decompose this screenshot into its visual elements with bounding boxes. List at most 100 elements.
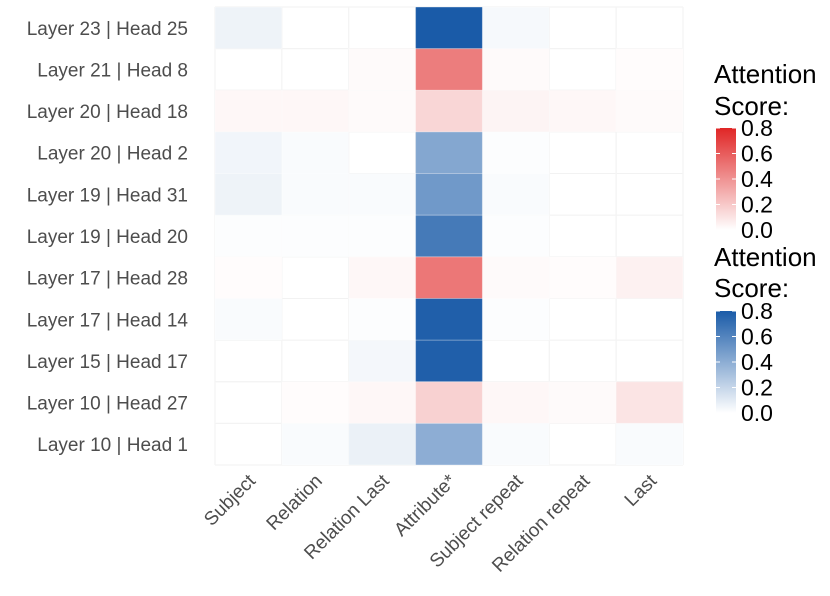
heatmap-cell xyxy=(616,174,683,216)
heatmap-cell xyxy=(616,298,683,340)
heatmap-cell xyxy=(616,132,683,174)
legend-red-title-line2: Score: xyxy=(714,91,789,121)
heatmap-cell xyxy=(549,298,616,340)
heatmap-cell xyxy=(281,381,349,424)
heatmap-cell xyxy=(549,340,616,382)
legend-red-colorbar xyxy=(716,128,736,230)
heatmap-cell xyxy=(415,48,483,91)
legend-red-title-line1: Attention xyxy=(714,59,817,89)
heatmap-cells xyxy=(214,6,684,466)
heatmap-cell xyxy=(215,131,282,174)
heatmap-cell xyxy=(482,173,550,216)
legend-red: Attention Score: 0.80.60.40.20.0 xyxy=(714,59,817,243)
heatmap-cell xyxy=(215,382,282,424)
heatmap-cell xyxy=(482,256,550,299)
legend-tick-label: 0.6 xyxy=(741,141,773,167)
legend-tick-label: 0.4 xyxy=(741,166,773,192)
heatmap-cell xyxy=(616,423,683,465)
heatmap-cell xyxy=(415,131,483,174)
legend-blue-title-line1: Attention xyxy=(714,242,817,272)
legend-blue: Attention Score: 0.80.60.40.20.0 xyxy=(714,242,817,426)
heatmap-cell xyxy=(482,215,550,257)
heatmap-cell xyxy=(549,215,616,257)
legend-blue-colorbar xyxy=(716,311,736,413)
heatmap-cell xyxy=(215,256,282,299)
heatmap-cell xyxy=(415,256,483,299)
heatmap-cell xyxy=(415,173,483,216)
legend-tick-label: 0.4 xyxy=(741,349,773,375)
column-label: Relation xyxy=(263,471,327,535)
row-label: Layer 20 | Head 18 xyxy=(27,102,188,123)
heatmap-cell xyxy=(616,381,683,424)
heatmap-cell xyxy=(616,340,683,382)
heatmap-cell xyxy=(415,340,483,382)
heatmap-cell xyxy=(549,132,616,174)
heatmap-cell xyxy=(415,381,483,424)
legend-tick-label: 0.0 xyxy=(741,217,773,243)
heatmap-cell xyxy=(348,340,416,382)
heatmap-cell xyxy=(348,423,416,465)
heatmap-cell xyxy=(482,48,550,91)
row-label: Layer 19 | Head 20 xyxy=(27,227,188,248)
row-label: Layer 17 | Head 14 xyxy=(27,310,189,331)
heatmap-cell xyxy=(549,90,617,132)
row-labels: Layer 23 | Head 25 Layer 21 | Head 8 Layer… xyxy=(27,19,189,456)
heatmap-cell xyxy=(482,7,550,49)
heatmap-cell xyxy=(482,298,550,341)
legend-tick-label: 0.2 xyxy=(741,375,773,401)
heatmap-cell xyxy=(282,49,349,91)
heatmap-cell xyxy=(616,7,683,49)
heatmap-cell xyxy=(215,298,282,341)
heatmap-cell xyxy=(282,7,349,49)
heatmap-cell xyxy=(549,174,616,216)
heatmap-cell xyxy=(415,215,483,257)
heatmap-cell xyxy=(215,49,282,91)
heatmap-cell xyxy=(549,423,616,465)
legend-tick-label: 0.0 xyxy=(741,400,773,426)
legend-tick-label: 0.8 xyxy=(741,115,773,141)
heatmap-cell xyxy=(281,215,349,257)
heatmap-cell xyxy=(482,340,549,382)
column-label: Attribute* xyxy=(390,470,461,541)
heatmap-cell xyxy=(616,48,683,91)
heatmap-cell xyxy=(215,215,282,257)
row-label: Layer 10 | Head 1 xyxy=(37,435,188,456)
heatmap-cell xyxy=(281,173,349,216)
heatmap-cell xyxy=(482,381,550,424)
legend-tick-label: 0.2 xyxy=(741,192,773,218)
heatmap-cell xyxy=(215,7,282,49)
heatmap-cell xyxy=(348,298,416,341)
heatmap-cell xyxy=(281,90,349,132)
heatmap-cell xyxy=(549,49,616,91)
heatmap-cell xyxy=(482,423,550,465)
heatmap-cell xyxy=(282,257,349,299)
heatmap-cell xyxy=(348,173,416,216)
legend-blue-title-line2: Score: xyxy=(714,273,789,303)
row-label: Layer 20 | Head 2 xyxy=(37,144,188,165)
heatmap-cell xyxy=(616,256,683,299)
column-label: Subject xyxy=(200,470,260,530)
legend-red-ticks: 0.80.60.40.20.0 xyxy=(716,115,773,243)
heatmap-cell xyxy=(282,340,349,382)
heatmap-cell xyxy=(348,215,416,257)
row-label: Layer 15 | Head 17 xyxy=(27,352,188,373)
heatmap-cell xyxy=(281,131,349,174)
heatmap-cell xyxy=(281,423,349,465)
legend-tick-label: 0.8 xyxy=(741,298,773,324)
heatmap-cell xyxy=(482,90,550,132)
legend-blue-ticks: 0.80.60.40.20.0 xyxy=(716,298,773,426)
heatmap-cell xyxy=(348,256,416,299)
heatmap-cell xyxy=(215,173,282,216)
column-label: Last xyxy=(621,470,662,511)
row-label: Layer 23 | Head 25 xyxy=(27,19,188,40)
row-label: Layer 19 | Head 31 xyxy=(27,185,188,206)
heatmap-cell xyxy=(616,215,683,257)
row-label: Layer 10 | Head 27 xyxy=(27,394,188,415)
heatmap-cell xyxy=(348,90,416,132)
heatmap-cell xyxy=(349,7,416,49)
heatmap-cell xyxy=(282,298,349,340)
heatmap-cell xyxy=(348,48,416,91)
heatmap-cell xyxy=(415,298,483,341)
